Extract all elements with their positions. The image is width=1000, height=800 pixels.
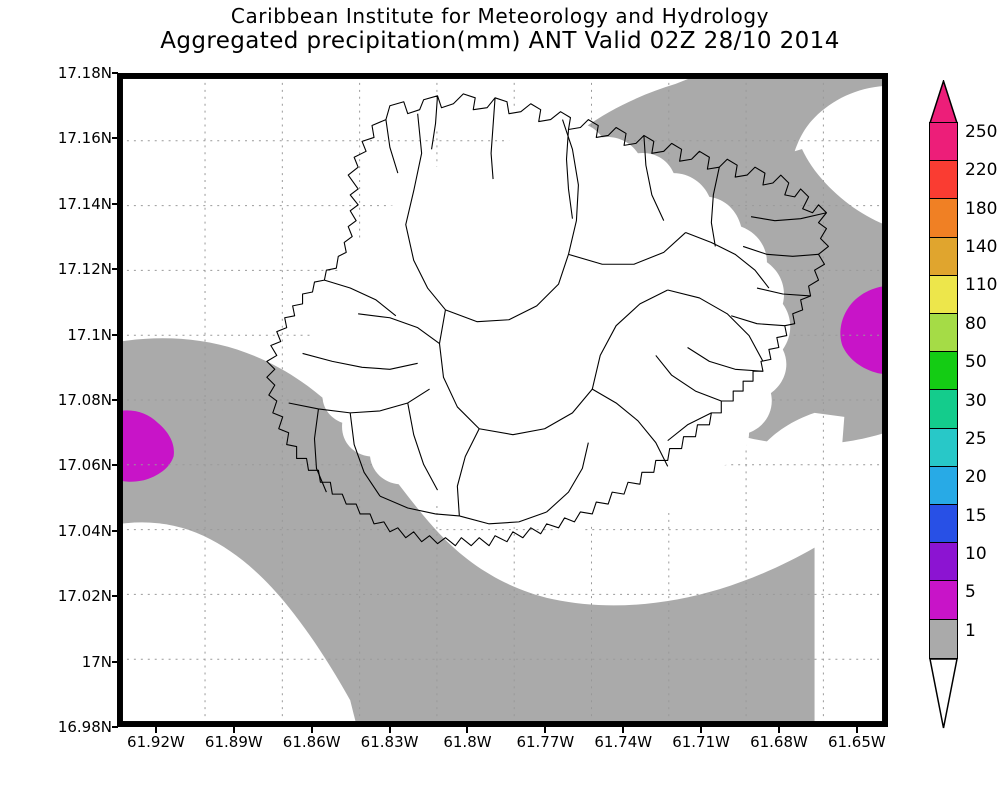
colorbar-segment[interactable] (930, 123, 957, 162)
colorbar-tick-label: 20 (965, 467, 987, 488)
colorbar-tick-label: 50 (965, 352, 987, 373)
precip-band-5-magenta-east (840, 286, 885, 375)
colorbar-tick-label: 80 (965, 313, 987, 334)
colorbar-bottom-arrow (929, 658, 958, 729)
colorbar-segment[interactable] (930, 505, 957, 544)
colorbar-tick-label: 180 (965, 198, 998, 219)
colorbar-segment[interactable] (930, 428, 957, 467)
y-axis-tick-label: 17.02N (57, 587, 112, 606)
y-axis-tick-label: 16.98N (57, 718, 112, 736)
colorbar-segment[interactable] (930, 314, 957, 353)
colorbar[interactable]: 250 220 180 140 110 80 50 30 25 20 15 10 5 1 (929, 80, 997, 740)
colorbar-top-arrow (929, 80, 958, 124)
antigua-coastline-and-parishes (266, 93, 829, 547)
y-axis-tick-label: 17.1N (67, 325, 112, 344)
chart-title: Aggregated precipitation(mm) ANT Valid 0… (160, 28, 840, 54)
y-axis-tick-label: 17.06N (57, 456, 112, 475)
x-axis-tick-mark (622, 727, 625, 733)
precip-notch-white-southwest (120, 522, 357, 724)
colorbar-segment[interactable] (930, 352, 957, 391)
chart-title-block: Caribbean Institute for Meteorology and … (0, 4, 1000, 55)
colorbar-segment[interactable] (930, 390, 957, 429)
x-axis-tick-label: 61.71W (672, 733, 730, 751)
y-axis-tick-label: 17.08N (57, 391, 112, 409)
colorbar-tick-label: 25 (965, 428, 987, 449)
y-axis-tick-mark (112, 202, 118, 205)
colorbar-segment[interactable] (930, 161, 957, 200)
y-axis-tick-label: 17N (81, 652, 112, 671)
x-axis-tick-mark (544, 727, 547, 733)
colorbar-segment[interactable] (930, 199, 957, 238)
map-plot-area[interactable] (117, 73, 888, 727)
colorbar-segment[interactable] (930, 275, 957, 315)
colorbar-bands[interactable] (929, 122, 958, 659)
antigua-island-outline (312, 100, 791, 533)
y-axis-tick-label: 17.18N (57, 64, 112, 82)
x-axis-tick-label: 61.68W (750, 733, 808, 751)
colorbar-segment[interactable] (930, 237, 957, 276)
x-axis-tick-mark (855, 727, 858, 733)
x-axis-tick-mark (777, 727, 780, 733)
colorbar-tick-label: 140 (965, 237, 998, 258)
x-axis-tick-mark (388, 727, 391, 733)
colorbar-tick-label: 110 (965, 275, 998, 296)
y-axis-tick-mark (112, 137, 118, 140)
x-axis-tick-mark (310, 727, 313, 733)
colorbar-tick-label: 220 (965, 160, 998, 181)
x-axis-tick-label: 61.8W (443, 733, 492, 751)
y-axis-tick-mark (112, 660, 118, 663)
precip-notch-white-east-inlet (746, 412, 845, 495)
x-axis-tick-label: 61.74W (594, 733, 653, 751)
colorbar-segment[interactable] (930, 466, 957, 506)
precipitation-map (120, 76, 885, 724)
x-axis-tick-label: 61.77W (516, 733, 575, 751)
y-axis: 17.18N 17.16N 17.14N 17.12N 17.1N 17.08N 17.06… (0, 0, 112, 800)
y-axis-tick-label: 17.14N (57, 194, 112, 213)
y-axis-tick-label: 17.04N (57, 521, 112, 540)
x-axis-tick-label: 61.83W (360, 733, 419, 751)
y-axis-tick-mark (112, 399, 118, 401)
y-axis-tick-mark (112, 333, 118, 336)
x-axis-tick-label: 61.65W (827, 733, 886, 751)
y-axis-tick-mark (112, 72, 118, 74)
y-axis-tick-mark (112, 595, 118, 598)
x-axis-tick-mark (700, 727, 703, 733)
colorbar-tick-label: 30 (965, 390, 987, 411)
y-axis-tick-label: 17.16N (57, 129, 112, 148)
x-axis-tick-label: 61.89W (204, 733, 263, 751)
x-axis-tick-mark (154, 727, 157, 733)
precip-notch-white-northeast-b (798, 89, 885, 225)
x-axis-tick-mark (466, 727, 469, 733)
plot-border (120, 76, 885, 724)
y-axis-tick-mark (112, 726, 118, 728)
colorbar-tick-label: 15 (965, 505, 987, 526)
colorbar-segment[interactable] (930, 619, 957, 658)
colorbar-tick-label: 5 (965, 582, 976, 603)
colorbar-tick-label: 10 (965, 543, 987, 564)
y-axis-tick-mark (112, 464, 118, 467)
x-axis-tick-label: 61.92W (127, 733, 185, 751)
colorbar-tick-label: 250 (965, 122, 998, 142)
y-axis-tick-mark (112, 529, 118, 532)
colorbar-segment[interactable] (930, 543, 957, 582)
precip-band-5-magenta-west (120, 410, 174, 482)
colorbar-segment[interactable] (930, 581, 957, 620)
colorbar-tick-label: 1 (965, 620, 976, 641)
y-axis-tick-label: 17.12N (57, 260, 112, 279)
x-axis-tick-mark (232, 727, 235, 733)
x-axis-tick-label: 61.86W (282, 733, 341, 751)
y-axis-tick-mark (112, 268, 118, 271)
institute-title: Caribbean Institute for Meteorology and … (230, 4, 770, 28)
